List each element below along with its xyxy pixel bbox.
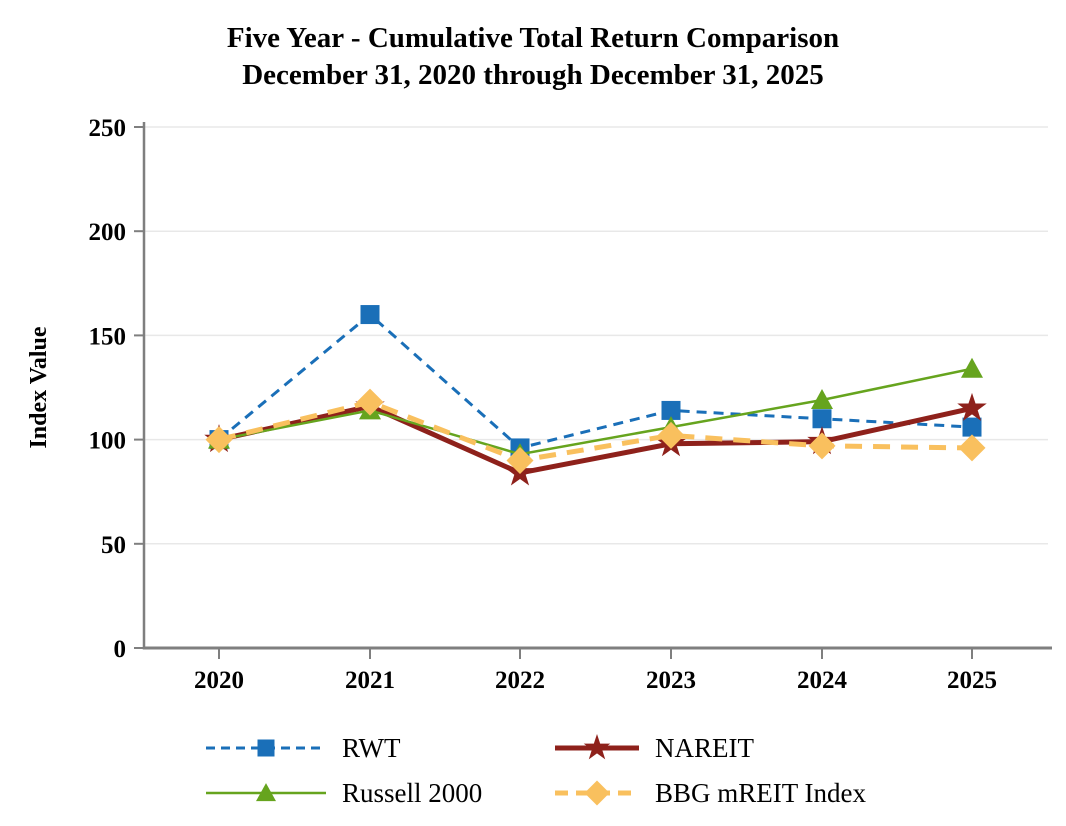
legend-swatch-nareit (555, 734, 639, 760)
svg-text:50: 50 (101, 532, 126, 559)
legend-item-russell-2000: Russell 2000 (204, 778, 482, 808)
y-axis-title: Index Value (26, 326, 52, 448)
legend-swatch-rwt (206, 739, 326, 757)
series-rwt (209, 305, 982, 458)
svg-text:200: 200 (89, 219, 127, 246)
axes (142, 122, 1052, 650)
chart-title-block: Five Year - Cumulative Total Return Comp… (0, 20, 1066, 94)
svg-text:250: 250 (89, 115, 127, 142)
legend-label-russell-2000: Russell 2000 (342, 777, 483, 808)
legend-swatch-russell-2000 (206, 783, 326, 802)
chart-subtitle: December 31, 2020 through December 31, 2… (242, 59, 824, 91)
legend-label-rwt: RWT (342, 732, 401, 763)
svg-text:0: 0 (114, 636, 127, 663)
svg-text:2023: 2023 (646, 667, 696, 694)
svg-text:2020: 2020 (194, 667, 244, 694)
svg-text:100: 100 (89, 428, 127, 455)
svg-text:2021: 2021 (345, 667, 395, 694)
legend-item-bbg-mreit-index: BBG mREIT Index (553, 778, 866, 808)
legend-item-rwt: RWT (204, 733, 401, 763)
legend-label-nareit: NAREIT (655, 732, 754, 763)
svg-text:2024: 2024 (797, 667, 848, 694)
legend-item-nareit: NAREIT (553, 733, 754, 763)
chart-legend: RWT NAREIT Russell 2000 BBG mREIT Index (0, 733, 1066, 823)
chart-title: Five Year - Cumulative Total Return Comp… (226, 22, 840, 54)
series-bbg-mreit-index (205, 388, 986, 474)
legend-swatch-bbg-mreit-index (555, 780, 639, 806)
series-nareit (204, 390, 987, 486)
svg-text:2025: 2025 (947, 667, 997, 694)
svg-text:150: 150 (89, 323, 127, 350)
svg-text:2022: 2022 (495, 667, 545, 694)
legend-label-bbg-mreit-index: BBG mREIT Index (655, 777, 866, 808)
gridlines (144, 126, 1048, 545)
tick-marks: 0 50 100 150 200 250 2020 2021 2022 2023 2024 2025 (89, 115, 998, 694)
